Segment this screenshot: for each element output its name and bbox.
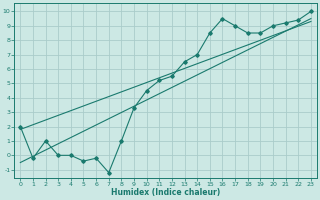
X-axis label: Humidex (Indice chaleur): Humidex (Indice chaleur) [111, 188, 220, 197]
